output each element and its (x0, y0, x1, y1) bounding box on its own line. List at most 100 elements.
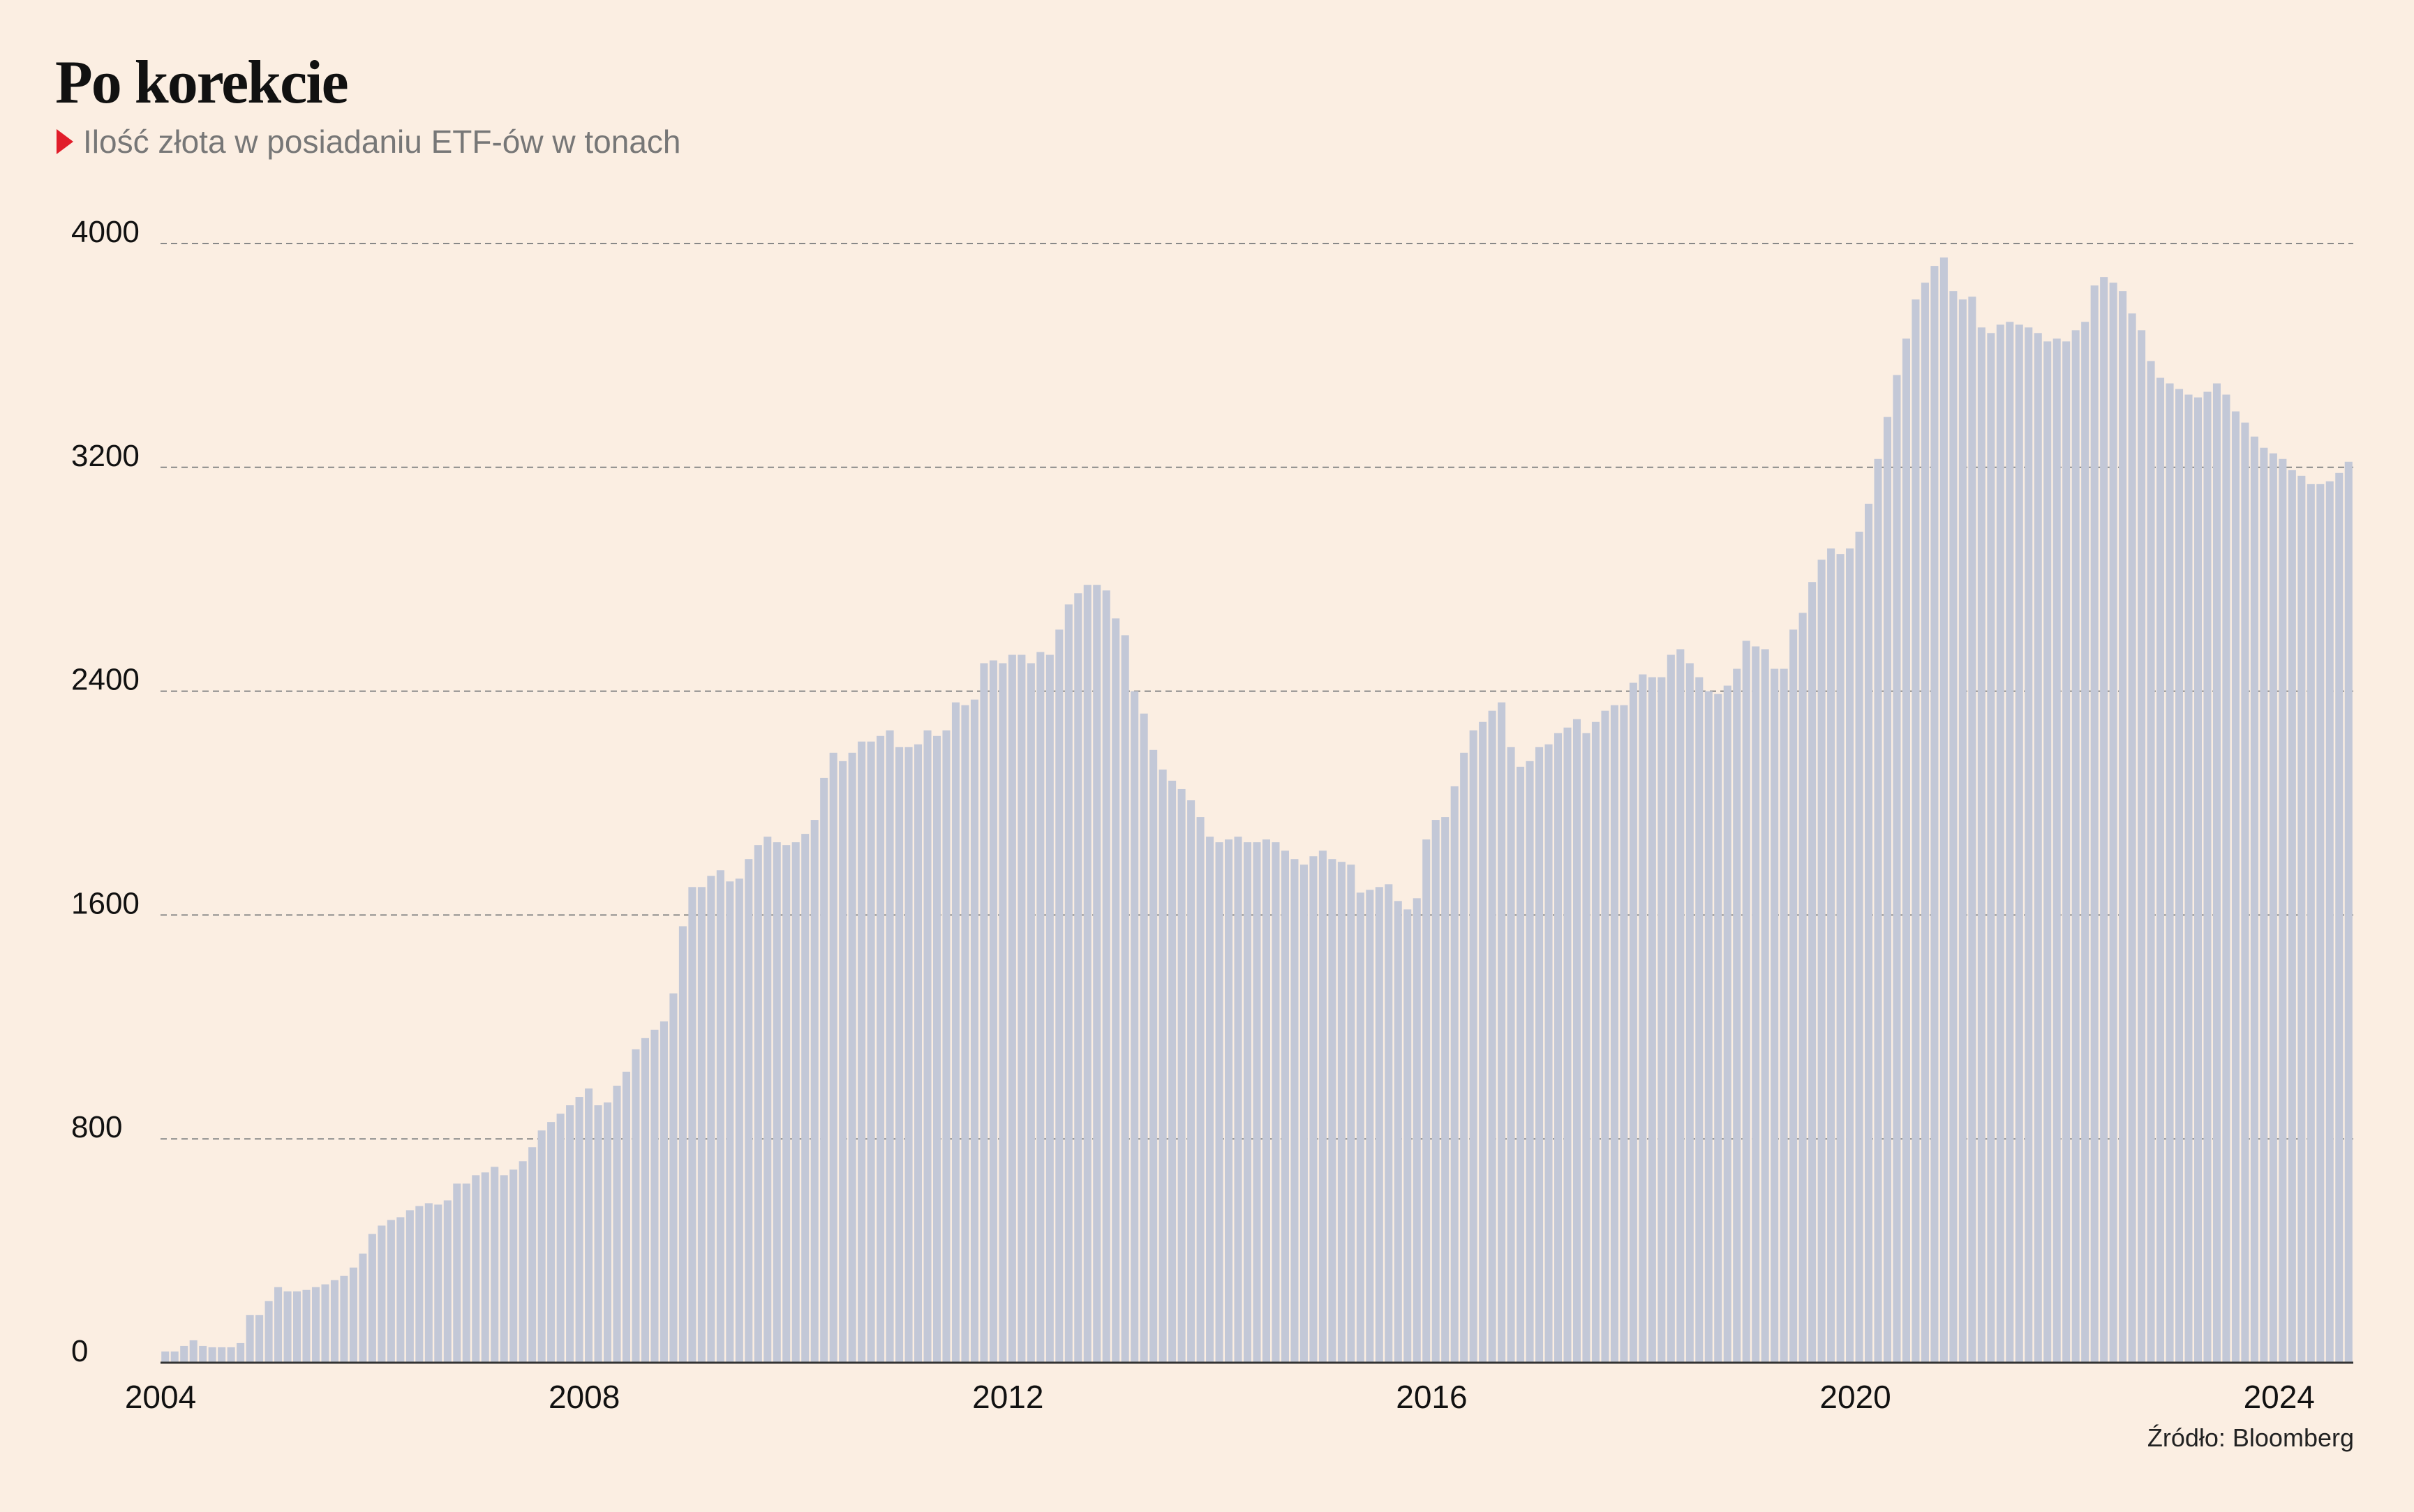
bar (2034, 333, 2042, 1363)
bar (1667, 654, 1675, 1363)
bar (1290, 859, 1299, 1363)
bar (839, 761, 847, 1363)
bar (1460, 752, 1468, 1363)
bar (650, 1029, 659, 1363)
y-tick-label: 800 (71, 1110, 122, 1144)
bar (980, 663, 988, 1363)
bar (697, 887, 706, 1363)
chart-title: Po korekcie (55, 49, 349, 117)
bar (1422, 839, 1431, 1363)
bar (1036, 652, 1045, 1363)
bar (2156, 377, 2165, 1363)
bar (265, 1301, 273, 1363)
bar (1921, 283, 1929, 1363)
bar (2193, 397, 2203, 1363)
bar (378, 1225, 386, 1363)
bar (1958, 299, 1967, 1363)
bar (1977, 327, 1985, 1363)
bar (970, 699, 978, 1363)
bar (1883, 417, 1892, 1363)
bar (255, 1315, 264, 1363)
y-tick-label: 2400 (71, 663, 140, 697)
bar (2203, 391, 2212, 1363)
bar (2119, 291, 2127, 1363)
bar (500, 1175, 508, 1363)
bar (1742, 641, 1750, 1363)
bar (556, 1114, 565, 1363)
bar (1526, 761, 1534, 1363)
bar (1149, 749, 1158, 1363)
bar (481, 1172, 489, 1363)
bar (1798, 613, 1807, 1363)
bar (848, 752, 856, 1363)
bar (2325, 481, 2334, 1363)
bar (1196, 817, 1205, 1363)
bar (1657, 677, 1666, 1363)
bar (1131, 691, 1139, 1363)
bar (1479, 721, 1487, 1363)
bar (904, 747, 913, 1363)
bar (1827, 548, 1835, 1363)
y-tick-label: 0 (71, 1334, 88, 1368)
bar (1337, 862, 1346, 1363)
bar (2062, 341, 2071, 1363)
bar (2166, 383, 2174, 1363)
bar (594, 1105, 602, 1363)
bar (2100, 277, 2108, 1363)
bar (2212, 383, 2221, 1363)
bar (1140, 713, 1148, 1363)
bar (641, 1038, 650, 1363)
bar (2184, 394, 2193, 1363)
bar (1987, 333, 1995, 1363)
bar (1102, 590, 1110, 1363)
bar (227, 1347, 235, 1363)
bar (1714, 694, 1722, 1363)
bar (858, 741, 866, 1363)
bar (782, 845, 791, 1363)
bar (2316, 484, 2325, 1363)
x-tick-label: 2020 (1819, 1379, 1891, 1415)
bar (368, 1234, 376, 1363)
x-tick-label: 2004 (125, 1379, 196, 1415)
bar (1572, 719, 1581, 1363)
x-tick-label: 2008 (549, 1379, 620, 1415)
bar (914, 744, 923, 1363)
bar (340, 1275, 348, 1363)
bar (2006, 322, 2014, 1363)
bar (424, 1203, 433, 1363)
bar (1620, 705, 1628, 1363)
bar (537, 1130, 546, 1363)
bar (2269, 453, 2277, 1363)
bar (208, 1347, 216, 1363)
bar (867, 741, 875, 1363)
bar (1328, 859, 1336, 1363)
bar (2138, 330, 2146, 1363)
subtitle-text: Ilość złota w posiadaniu ETF-ów w tonach (83, 123, 681, 160)
bar (1817, 560, 1826, 1363)
bar (1544, 744, 1553, 1363)
bar (405, 1210, 414, 1363)
bar (2043, 341, 2052, 1363)
bar (735, 878, 743, 1363)
bar (1601, 710, 1609, 1363)
bar (1385, 884, 1393, 1363)
bar (895, 747, 904, 1363)
bar (1535, 747, 1544, 1363)
bar (1939, 257, 1948, 1363)
y-axis-ticks: 0 800 1600 2400 3200 4000 (71, 215, 140, 1368)
bar (237, 1342, 245, 1363)
bar (1780, 668, 1788, 1363)
bar (1648, 677, 1656, 1363)
bar (1582, 733, 1590, 1363)
bar (1262, 839, 1271, 1363)
bar (1723, 685, 1731, 1363)
bar (1610, 705, 1618, 1363)
bar (1695, 677, 1704, 1363)
bar (1158, 769, 1167, 1363)
bar (942, 730, 951, 1363)
bar (622, 1071, 631, 1363)
bar (2335, 472, 2344, 1363)
bar (1676, 649, 1685, 1363)
bar (877, 735, 885, 1363)
bar (2025, 327, 2033, 1363)
